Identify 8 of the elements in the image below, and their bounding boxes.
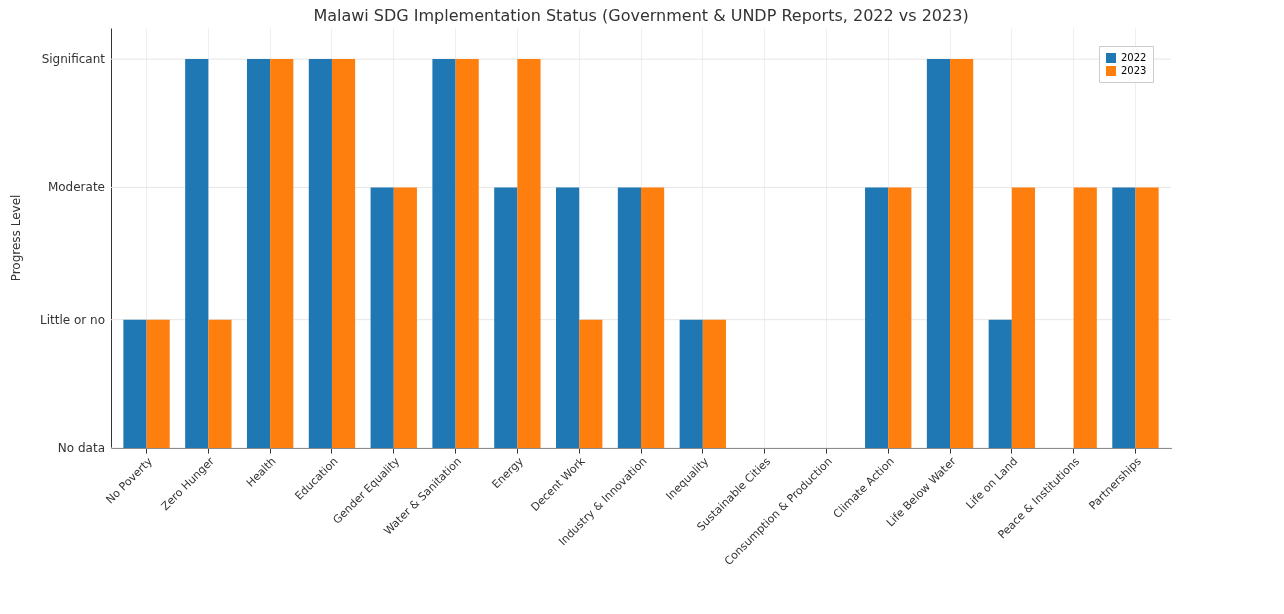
ref-line-label: Significant (41, 52, 106, 67)
ref-line-label: No data (57, 441, 105, 455)
ref-line-label: Moderate (47, 180, 105, 195)
ref-line-label: Little or no (40, 312, 105, 327)
chart-title: Malawi SDG Implementation Status (Government & UNDP Reports, 2022 vs 2023) (313, 6, 969, 25)
legend-label: 2023 (1121, 65, 1147, 76)
text: Progress Level (9, 194, 23, 282)
legend-label: 2022 (1121, 52, 1147, 63)
